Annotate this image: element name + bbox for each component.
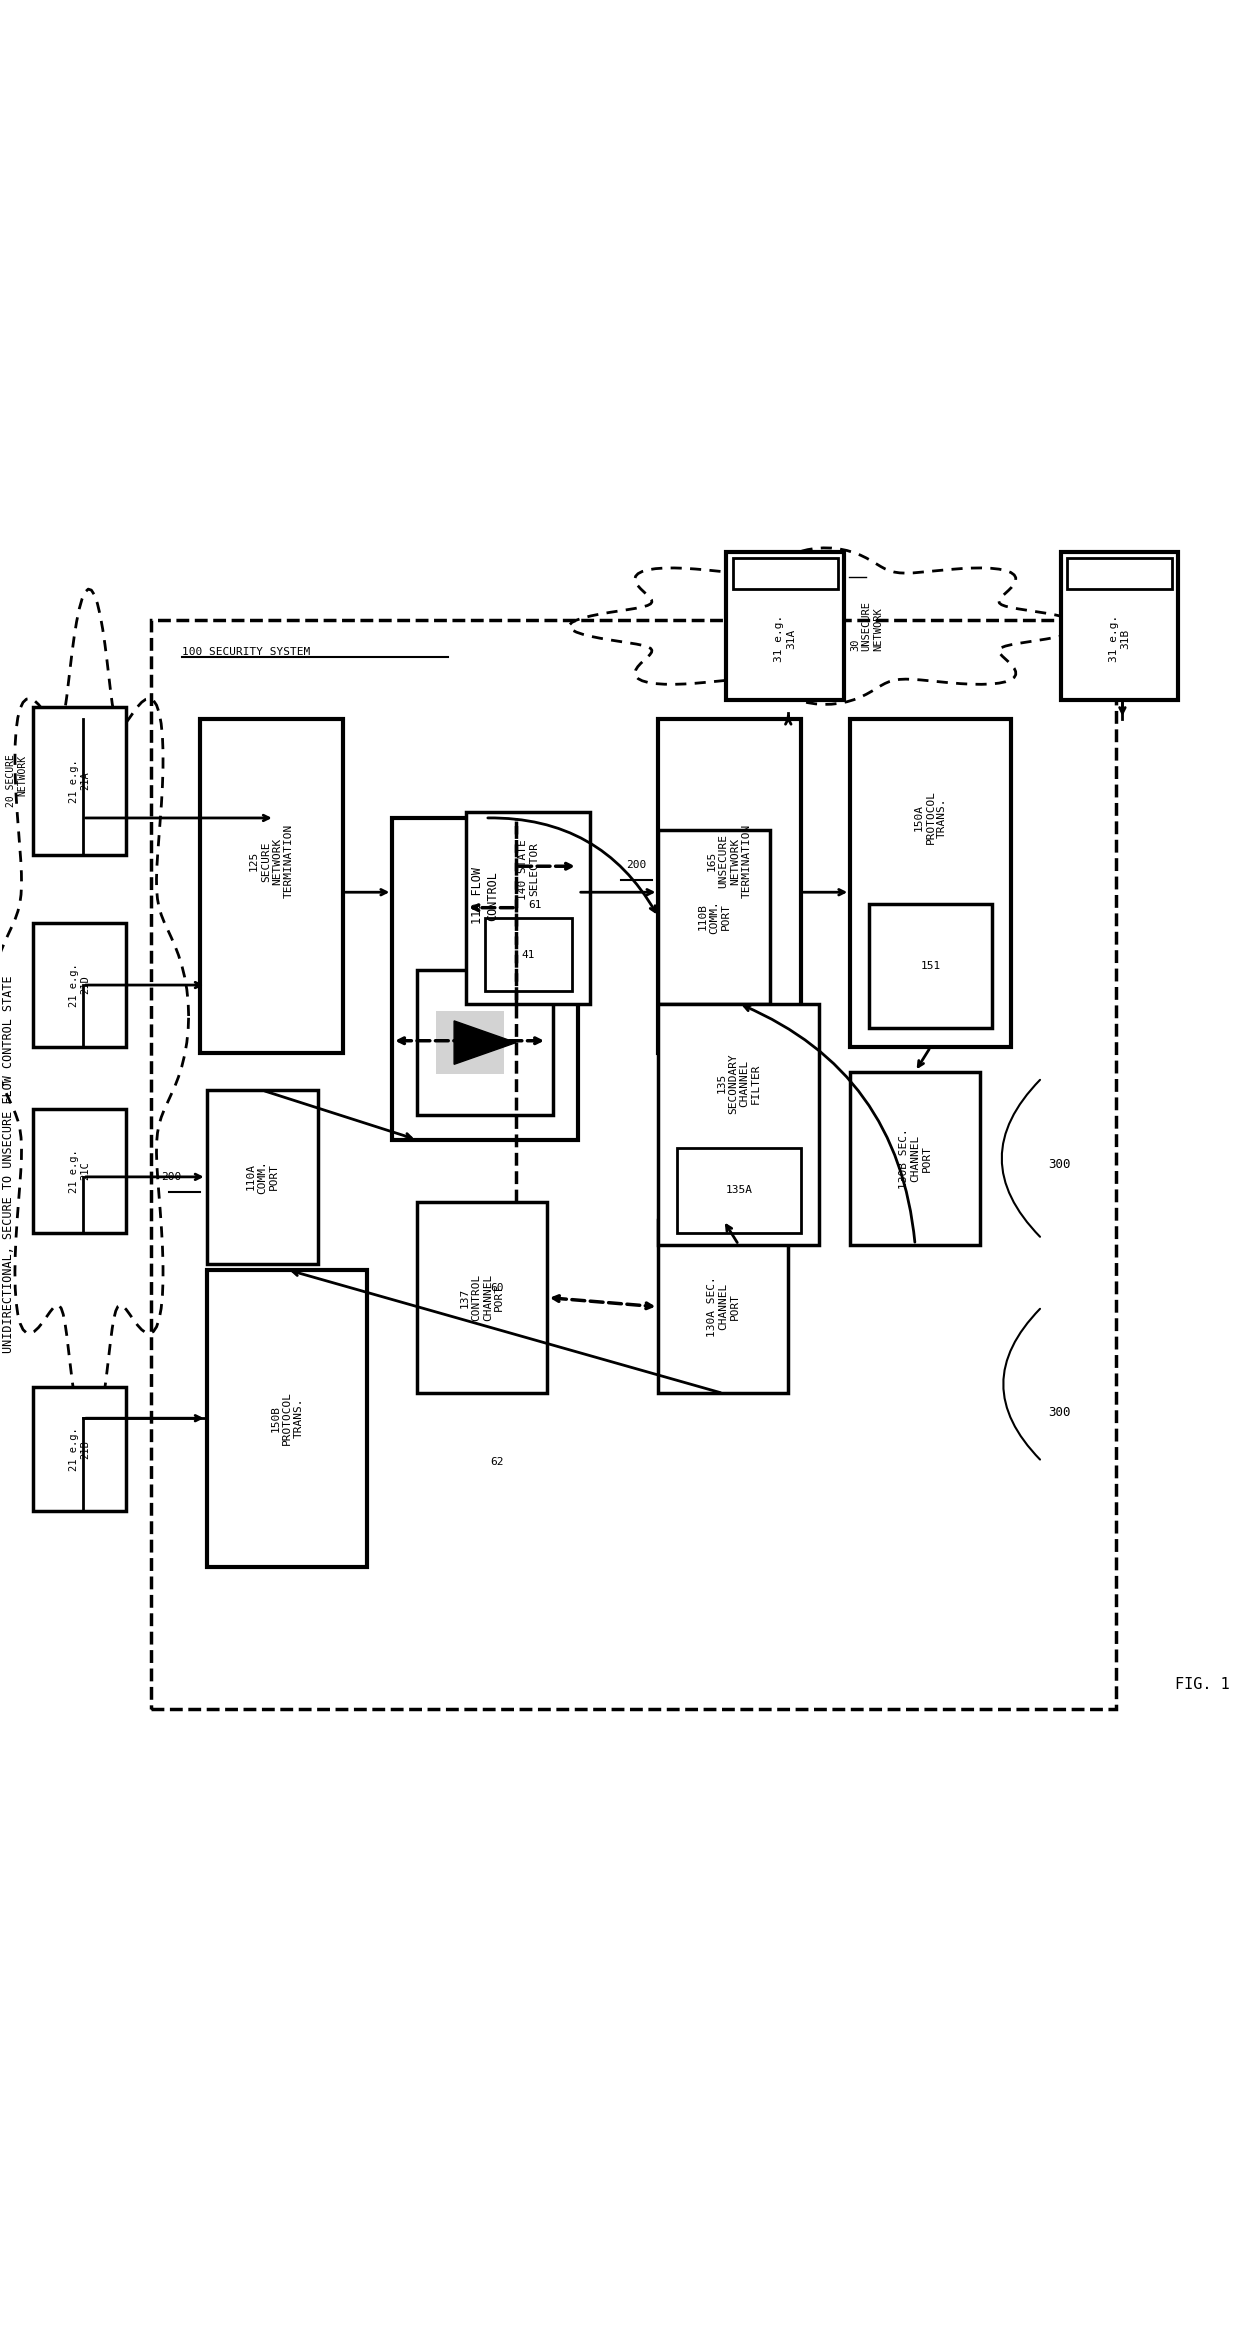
FancyBboxPatch shape [658, 831, 770, 1004]
FancyBboxPatch shape [417, 1202, 547, 1393]
FancyBboxPatch shape [677, 1148, 801, 1232]
FancyBboxPatch shape [733, 559, 838, 589]
FancyBboxPatch shape [33, 1388, 126, 1512]
FancyBboxPatch shape [658, 720, 801, 1053]
Text: 110A
COMM.
PORT: 110A COMM. PORT [246, 1160, 279, 1195]
FancyBboxPatch shape [417, 971, 553, 1116]
FancyBboxPatch shape [658, 1004, 820, 1246]
FancyBboxPatch shape [392, 817, 578, 1139]
Text: 62: 62 [490, 1456, 503, 1467]
FancyBboxPatch shape [727, 552, 844, 701]
Text: 137
CONTROL
CHANNEL
PORT: 137 CONTROL CHANNEL PORT [460, 1274, 505, 1321]
Text: 110B
COMM.
PORT: 110B COMM. PORT [697, 899, 730, 934]
Text: 165
UNSECURE
NETWORK
TERMINATION: 165 UNSECURE NETWORK TERMINATION [707, 824, 751, 899]
FancyBboxPatch shape [466, 813, 590, 1004]
FancyBboxPatch shape [851, 1071, 980, 1246]
Text: 111: 111 [475, 1039, 495, 1048]
Text: UNIDIRECTIONAL, SECURE TO UNSECURE FLOW CONTROL STATE: UNIDIRECTIONAL, SECURE TO UNSECURE FLOW … [2, 976, 15, 1353]
Text: 200: 200 [161, 1171, 182, 1181]
Text: 135
SECONDARY
CHANNEL
FILTER: 135 SECONDARY CHANNEL FILTER [717, 1053, 761, 1113]
Text: 30
UNSECURE
NETWORK: 30 UNSECURE NETWORK [851, 601, 883, 652]
Text: 151: 151 [920, 962, 941, 971]
Text: 31 e.g.
31B: 31 e.g. 31B [1109, 615, 1130, 661]
Text: 300: 300 [1048, 1404, 1070, 1418]
Polygon shape [454, 1020, 516, 1064]
FancyBboxPatch shape [1066, 559, 1172, 589]
FancyBboxPatch shape [201, 720, 342, 1053]
FancyBboxPatch shape [207, 1090, 317, 1265]
Text: 21 e.g.
21B: 21 e.g. 21B [69, 1428, 91, 1472]
Text: 100 SECURITY SYSTEM: 100 SECURITY SYSTEM [182, 647, 310, 657]
Text: 150B
PROTOCOL
TRANS.: 150B PROTOCOL TRANS. [270, 1390, 304, 1446]
Text: 60: 60 [490, 1283, 503, 1293]
Text: 41: 41 [522, 950, 536, 960]
Text: 200: 200 [626, 859, 646, 871]
Text: 140 STATE
SELECTOR: 140 STATE SELECTOR [517, 838, 539, 899]
Text: 21 e.g.
21A: 21 e.g. 21A [69, 759, 91, 804]
FancyBboxPatch shape [207, 1269, 367, 1567]
Text: 21 e.g.
21D: 21 e.g. 21D [69, 964, 91, 1006]
FancyBboxPatch shape [658, 1220, 789, 1393]
Text: 110 FLOW
CONTROL: 110 FLOW CONTROL [471, 866, 498, 925]
FancyBboxPatch shape [33, 706, 126, 855]
Text: 135A: 135A [725, 1185, 753, 1195]
Text: 21 e.g.
21C: 21 e.g. 21C [69, 1148, 91, 1192]
Text: 130A SEC.
CHANNEL
PORT: 130A SEC. CHANNEL PORT [707, 1276, 740, 1337]
Text: 61: 61 [528, 899, 542, 911]
Text: FIG. 1: FIG. 1 [1176, 1677, 1230, 1691]
Text: 31 e.g.
31A: 31 e.g. 31A [774, 615, 796, 661]
FancyBboxPatch shape [33, 922, 126, 1048]
FancyBboxPatch shape [1060, 552, 1178, 701]
Text: 150A
PROTOCOL
TRANS.: 150A PROTOCOL TRANS. [914, 790, 947, 845]
FancyBboxPatch shape [869, 904, 992, 1029]
FancyBboxPatch shape [851, 720, 1011, 1048]
FancyBboxPatch shape [33, 1109, 126, 1232]
Text: 130B SEC.
CHANNEL
PORT: 130B SEC. CHANNEL PORT [899, 1127, 931, 1188]
FancyBboxPatch shape [435, 1011, 503, 1074]
Text: 300: 300 [1048, 1158, 1070, 1171]
FancyBboxPatch shape [485, 918, 572, 992]
Text: 125
SECURE
NETWORK
TERMINATION: 125 SECURE NETWORK TERMINATION [249, 824, 294, 899]
Text: 20 SECURE
NETWORK: 20 SECURE NETWORK [5, 755, 27, 808]
